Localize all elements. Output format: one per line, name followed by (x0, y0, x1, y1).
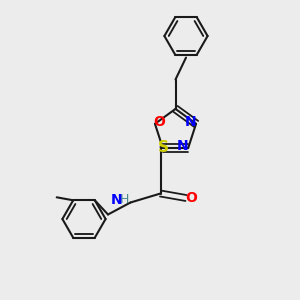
Text: H: H (120, 193, 129, 206)
Text: N: N (185, 115, 197, 129)
Text: S: S (158, 140, 168, 154)
Text: N: N (177, 140, 189, 154)
Text: O: O (185, 191, 197, 205)
Text: N: N (111, 193, 123, 206)
Text: O: O (154, 115, 165, 129)
